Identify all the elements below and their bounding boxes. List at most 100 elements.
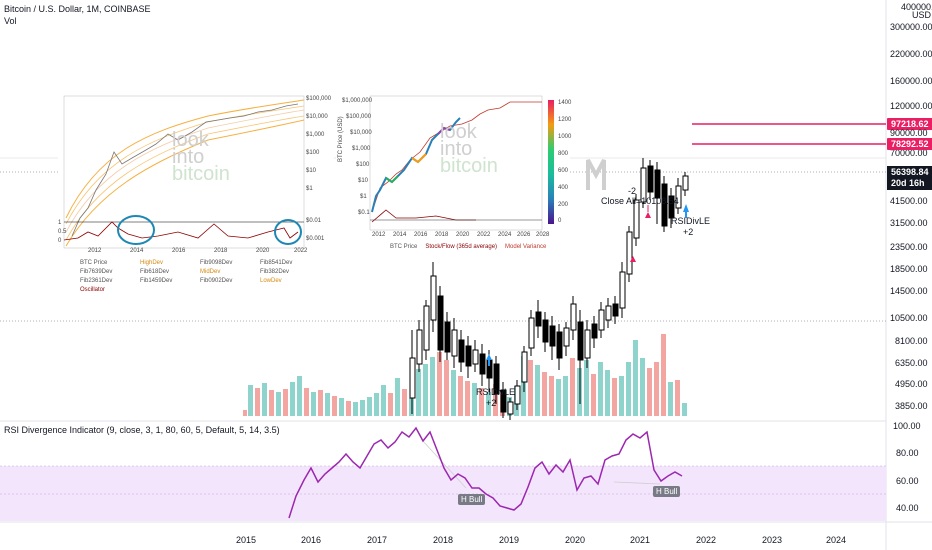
time-axis-label: 2024 — [826, 535, 847, 545]
osc-axis-label: 100.00 — [893, 421, 921, 431]
price-axis-label: 18500.00 — [890, 264, 928, 274]
colorbar-label: 600 — [558, 168, 569, 174]
price-axis-label: 31500.00 — [890, 218, 928, 228]
trade-markers — [486, 204, 689, 366]
volume-bars — [243, 334, 687, 416]
close-all-label: Close All=10108.54 — [601, 196, 679, 206]
inset-axis-label: $0.1 — [358, 210, 370, 216]
inset-right-chart — [369, 95, 554, 231]
inset-right-legend: BTC Price Stock/Flow (365d average) Mode… — [390, 244, 547, 250]
time-axis-label: 2021 — [630, 535, 651, 545]
inset-axis-label: $10 — [358, 178, 369, 184]
inset-axis-label: 2014 — [130, 248, 144, 254]
inset-axis-label: 2024 — [498, 232, 512, 238]
inset-axis-label: $10,000 — [350, 130, 372, 136]
signal-label: +2 — [486, 398, 497, 408]
time-axis-label: 2022 — [696, 535, 717, 545]
price-axis-label: 220000.00 — [890, 49, 932, 59]
inset-axis-label: 2018 — [214, 248, 228, 254]
h-bull-label: H Bull — [653, 486, 681, 497]
inset-axis-label: 2020 — [456, 232, 470, 238]
time-axis-label: 2018 — [433, 535, 454, 545]
colorbar-label: 800 — [558, 151, 569, 157]
volume-label: Vol — [4, 16, 17, 26]
oscillator-title[interactable]: RSI Divergence Indicator (9, close, 3, 1… — [4, 425, 280, 435]
price-axis-label: 23500.00 — [890, 242, 928, 252]
inset-axis-label: $10 — [306, 168, 317, 174]
price-axis-label: 6350.00 — [895, 358, 928, 368]
colorbar-label: 0 — [558, 218, 562, 224]
rsi-band — [0, 466, 886, 521]
inset-watermark: look into bitcoin — [172, 129, 230, 185]
colorbar-label: 400 — [558, 185, 569, 191]
h-bull-label: H Bull — [458, 494, 486, 505]
inset-axis-label: 2022 — [294, 248, 308, 254]
inset-image-left: $100,000 $10,000 $1,000 $100 $10 $1 $0.0… — [58, 92, 334, 300]
inset-axis-label: 2028 — [536, 232, 550, 238]
candlesticks — [409, 158, 689, 420]
inset-left-chart — [63, 95, 305, 249]
target-price-tag[interactable]: 97218.62 — [887, 118, 932, 130]
inset-axis-label: 2016 — [172, 248, 186, 254]
price-axis-label: 14500.00 — [890, 286, 928, 296]
inset-axis-label: $100 — [356, 162, 370, 168]
price-axis-label: 3850.00 — [895, 401, 928, 411]
osc-axis-label: 60.00 — [896, 476, 919, 486]
time-axis-label: 2016 — [301, 535, 322, 545]
inset-left-legend: BTC Price HighDev Fib9098Dev Fib8541Dev … — [80, 260, 293, 293]
price-axis-label: 41500.00 — [890, 196, 928, 206]
inset-axis-label: 2020 — [256, 248, 270, 254]
rsidivle-label: RSIDivLE — [476, 387, 516, 397]
inset-image-right: $1,000,000 $100,000 $10,000 $1,000 $100 … — [336, 92, 572, 258]
colorbar-label: 200 — [558, 202, 569, 208]
inset-axis-label: 2018 — [435, 232, 449, 238]
inset-osc-label: 0 — [58, 238, 62, 244]
inset-axis-label: 2026 — [517, 232, 531, 238]
inset-axis-label: 2012 — [88, 248, 102, 254]
colorbar-label: 1000 — [558, 134, 572, 140]
target-price-tag[interactable]: 78292.52 — [887, 138, 932, 150]
price-axis-label: 8100.00 — [895, 336, 928, 346]
inset-axis-label: 2014 — [393, 232, 407, 238]
inset-axis-label: $1 — [360, 194, 367, 200]
inset-axis-label: $100 — [306, 150, 320, 156]
inset-osc-label: 0.5 — [58, 229, 67, 235]
price-axis-label: 70000.00 — [890, 148, 928, 158]
osc-axis-label: 80.00 — [896, 448, 919, 458]
inset-axis-label: 2012 — [372, 232, 386, 238]
inset-axis-label: $1,000 — [306, 132, 325, 138]
price-axis-label: 160000.00 — [890, 76, 932, 86]
colorbar-label: 1200 — [558, 117, 572, 123]
price-axis-label: 4950.00 — [895, 379, 928, 389]
inset-axis-label: $1,000 — [352, 146, 371, 152]
inset-watermark: look into bitcoin — [440, 121, 498, 177]
time-axis-label: 2020 — [565, 535, 586, 545]
signal-label: -2 — [628, 186, 637, 196]
inset-osc-label: 1 — [58, 220, 62, 226]
chart-title: Bitcoin / U.S. Dollar, 1M, COINBASE — [4, 4, 151, 14]
inset-axis-label: $100,000 — [306, 96, 332, 102]
time-axis-label: 2015 — [236, 535, 257, 545]
bar-countdown: 20d 16h — [891, 178, 925, 188]
inset-y-title: BTC Price (USD) — [338, 116, 344, 162]
inset-axis-label: 2022 — [477, 232, 491, 238]
price-axis-label: 10500.00 — [890, 313, 928, 323]
price-axis-label: 400000.00 — [901, 2, 932, 12]
price-axis-label: 300000.00 — [890, 22, 932, 32]
price-axis-label: 90000.00 — [890, 128, 928, 138]
inset-axis-label: $1 — [306, 186, 313, 192]
inset-axis-label: $0.001 — [306, 236, 325, 242]
time-axis-label: 2023 — [762, 535, 783, 545]
time-axis-label: 2017 — [367, 535, 388, 545]
inset-axis-label: $1,000,000 — [342, 98, 373, 104]
rsidivle-label: RSIDivLE — [671, 216, 711, 226]
price-axis-label: 120000.00 — [890, 101, 932, 111]
signal-label: +2 — [683, 227, 694, 237]
last-price-value: 56398.84 — [891, 167, 929, 177]
last-price-tag[interactable]: 56398.84 20d 16h — [887, 166, 932, 190]
currency-label: USD — [912, 10, 932, 20]
colorbar-label: 1400 — [558, 100, 572, 106]
inset-axis-label: 2016 — [414, 232, 428, 238]
